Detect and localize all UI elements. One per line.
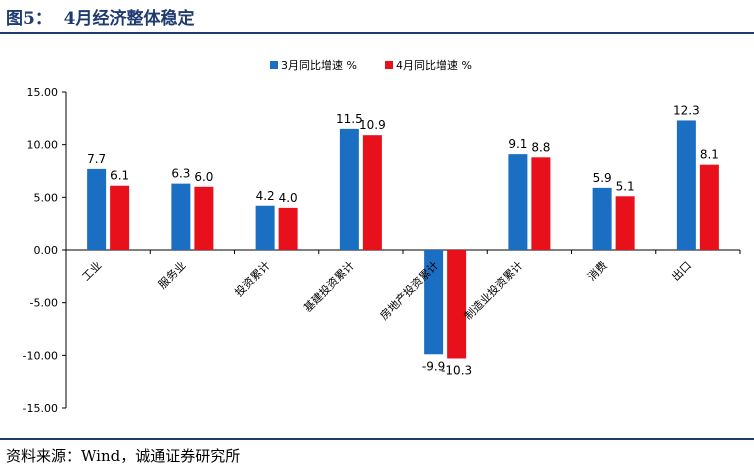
data-label-1: 5.9: [593, 171, 612, 185]
data-label-2: 5.1: [616, 179, 635, 193]
data-label-2: 8.1: [700, 148, 719, 162]
data-label-1: 7.7: [87, 152, 106, 166]
bar-2: [531, 157, 551, 250]
data-label-1: 12.3: [673, 103, 700, 117]
bar-1: [676, 120, 696, 250]
data-label-1: 6.3: [171, 167, 190, 181]
footer-bar: 资料来源：Wind，诚通证券研究所: [0, 438, 754, 471]
legend-label-2: 4月同比增速 %: [396, 58, 472, 72]
data-label-2: 4.0: [279, 191, 298, 205]
bar-2: [194, 186, 214, 250]
category-label: 工业: [79, 259, 104, 284]
data-label-2: 8.8: [531, 140, 550, 154]
page-title: 图5： 4月经济整体稳定: [6, 9, 195, 29]
header-bar: 图5： 4月经济整体稳定: [0, 0, 754, 34]
category-label: 制造业投资累计: [461, 258, 525, 322]
bar-1: [87, 168, 107, 250]
bar-1: [171, 183, 191, 250]
bar-2: [278, 207, 298, 250]
chart-container: 3月同比增速 % 4月同比增速 % 15.00 10.00 5.00 0.00 -5.00 -…: [0, 34, 754, 434]
data-label-2: 6.1: [110, 169, 129, 183]
y-tick-label: 10.00: [27, 139, 59, 152]
bar-2: [447, 250, 467, 359]
y-tick-label: 0.00: [34, 244, 59, 257]
bar-2: [699, 164, 719, 250]
data-label-1: 4.2: [256, 189, 275, 203]
legend-label-1: 3月同比增速 %: [281, 58, 357, 72]
category-label: 投资累计: [232, 258, 273, 299]
bar-1: [424, 250, 444, 355]
source-note: 资料来源：Wind，诚通证券研究所: [6, 447, 241, 465]
data-label-1: 9.1: [508, 137, 527, 151]
category-label: 基建投资累计: [300, 258, 357, 315]
y-tick-label: -5.00: [30, 297, 58, 310]
bar-1: [508, 154, 528, 250]
data-label-2: 6.0: [194, 170, 213, 184]
y-tick-label: 15.00: [27, 86, 59, 99]
bar-1: [592, 187, 612, 250]
bar-1: [339, 128, 359, 250]
y-tick-label: -10.00: [23, 349, 58, 362]
bar-1: [255, 205, 275, 250]
category-label: 消费: [584, 258, 609, 283]
bar-2: [615, 196, 635, 250]
category-label: 服务业: [156, 259, 189, 292]
bar-2: [362, 135, 382, 250]
data-label-1: 11.5: [336, 112, 363, 126]
bar-chart: 3月同比增速 % 4月同比增速 % 15.00 10.00 5.00 0.00 -5.00 -…: [23, 58, 741, 415]
legend-swatch-2: [385, 61, 393, 69]
legend-swatch-1: [270, 61, 278, 69]
y-tick-label: 5.00: [34, 191, 59, 204]
category-label: 出口: [669, 258, 694, 283]
y-tick-label: -15.00: [23, 402, 58, 415]
data-label-2: 10.9: [359, 118, 386, 132]
bar-2: [110, 185, 130, 250]
data-label-1: -9.9: [422, 359, 445, 373]
data-label-2: -10.3: [441, 363, 472, 377]
